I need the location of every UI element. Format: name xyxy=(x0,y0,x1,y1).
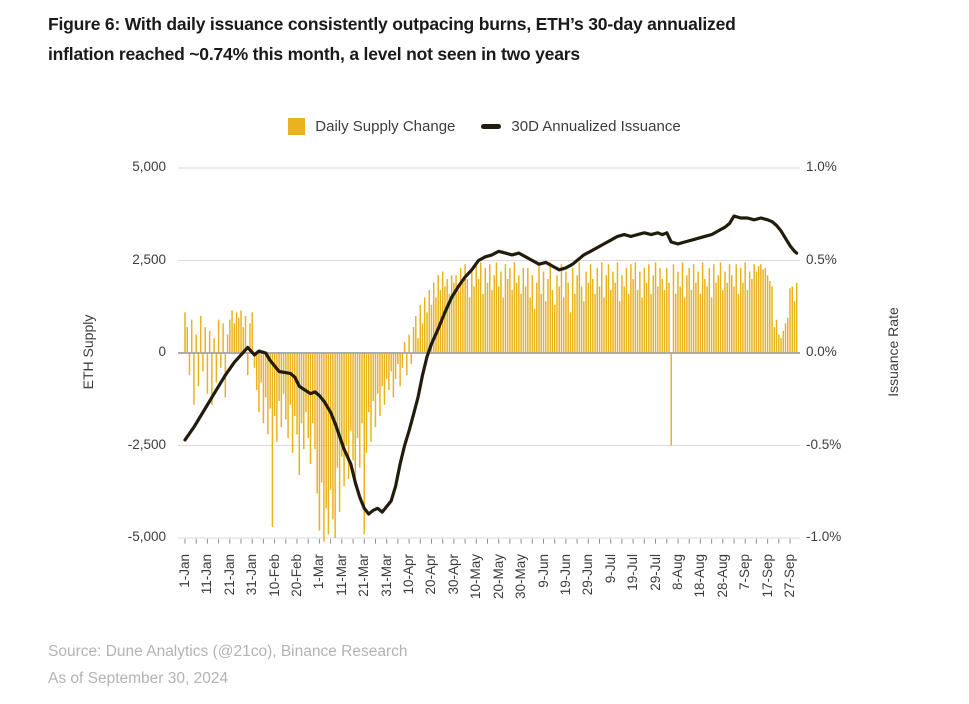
x-axis-tick-label: 20-Apr xyxy=(423,554,439,595)
right-axis-tick-label: 0.5% xyxy=(806,251,837,267)
x-axis-tick-label: 28-Aug xyxy=(714,554,730,598)
x-axis-tick-label: 27-Sep xyxy=(781,554,797,598)
x-axis-tick-label: 1-Jan xyxy=(177,554,192,588)
x-axis-tick-label: 31-Jan xyxy=(244,554,260,596)
x-axis-tick-label: 20-May xyxy=(490,554,506,600)
x-axis-tick-label: 9-Jul xyxy=(602,554,618,584)
x-axis-tick-label: 9-Jun xyxy=(535,554,551,588)
figure-title-line2: inflation reached ~0.74% this month, a l… xyxy=(48,44,580,64)
right-axis-title: Issuance Rate xyxy=(885,307,901,397)
x-axis-tick-label: 18-Aug xyxy=(692,554,708,598)
legend-item-daily-supply-change: Daily Supply Change xyxy=(288,118,455,135)
x-axis-tick-label: 30-Apr xyxy=(445,554,461,595)
x-axis-tick-label: 7-Sep xyxy=(737,554,753,591)
left-axis-tick-label: 5,000 xyxy=(132,159,166,174)
right-axis-tick-label: -0.5% xyxy=(806,436,842,452)
x-axis-tick-label: 1-Mar xyxy=(311,554,327,590)
x-axis-tick-label: 31-Mar xyxy=(378,554,394,597)
x-axis-tick-label: 19-Jul xyxy=(625,554,641,591)
x-axis-tick-label: 29-Jun xyxy=(580,554,596,596)
legend-label-daily-supply-change: Daily Supply Change xyxy=(315,118,456,135)
x-axis-tick-label: 10-Apr xyxy=(401,554,417,595)
left-axis-title: ETH Supply xyxy=(80,314,96,390)
left-axis-tick-label: -5,000 xyxy=(127,529,166,544)
x-axis-tick-label: 10-Feb xyxy=(266,554,282,597)
right-axis-tick-label: 1.0% xyxy=(806,159,837,174)
left-axis-tick-label: 0 xyxy=(158,344,166,359)
x-axis-tick-label: 17-Sep xyxy=(759,554,775,598)
x-axis-tick-label: 11-Jan xyxy=(199,554,215,595)
source-line-1: Source: Dune Analytics (@21co), Binance … xyxy=(48,643,408,660)
x-axis-tick-label: 11-Mar xyxy=(333,554,349,596)
source-line-2: As of September 30, 2024 xyxy=(48,670,229,687)
x-axis-tick-label: 30-May xyxy=(513,554,529,600)
bar-swatch-icon xyxy=(288,118,306,135)
x-axis-tick-label: 10-May xyxy=(468,554,484,600)
figure-title: Figure 6: With daily issuance consistent… xyxy=(48,9,938,69)
x-axis-tick-label: 29-Jul xyxy=(647,554,663,591)
right-axis-tick-label: 0.0% xyxy=(806,344,837,359)
left-axis-tick-label: 2,500 xyxy=(132,251,166,267)
chart-legend: Daily Supply Change 30D Annualized Issua… xyxy=(0,118,969,135)
right-axis-tick-label: -1.0% xyxy=(806,529,842,544)
x-axis-tick-label: 8-Aug xyxy=(669,554,685,591)
x-axis-tick-label: 20-Feb xyxy=(289,554,305,597)
legend-label-30d-annualized-issuance: 30D Annualized Issuance xyxy=(511,118,681,135)
x-axis-tick-label: 19-Jun xyxy=(557,554,573,596)
line-swatch-icon xyxy=(481,124,502,129)
source-note: Source: Dune Analytics (@21co), Binance … xyxy=(48,638,408,692)
legend-item-30d-annualized-issuance: 30D Annualized Issuance xyxy=(481,118,681,135)
x-axis-tick-label: 21-Jan xyxy=(221,554,237,596)
figure-title-line1: Figure 6: With daily issuance consistent… xyxy=(48,14,736,34)
left-axis-tick-label: -2,500 xyxy=(127,436,166,452)
x-axis-tick-label: 21-Mar xyxy=(356,554,372,597)
